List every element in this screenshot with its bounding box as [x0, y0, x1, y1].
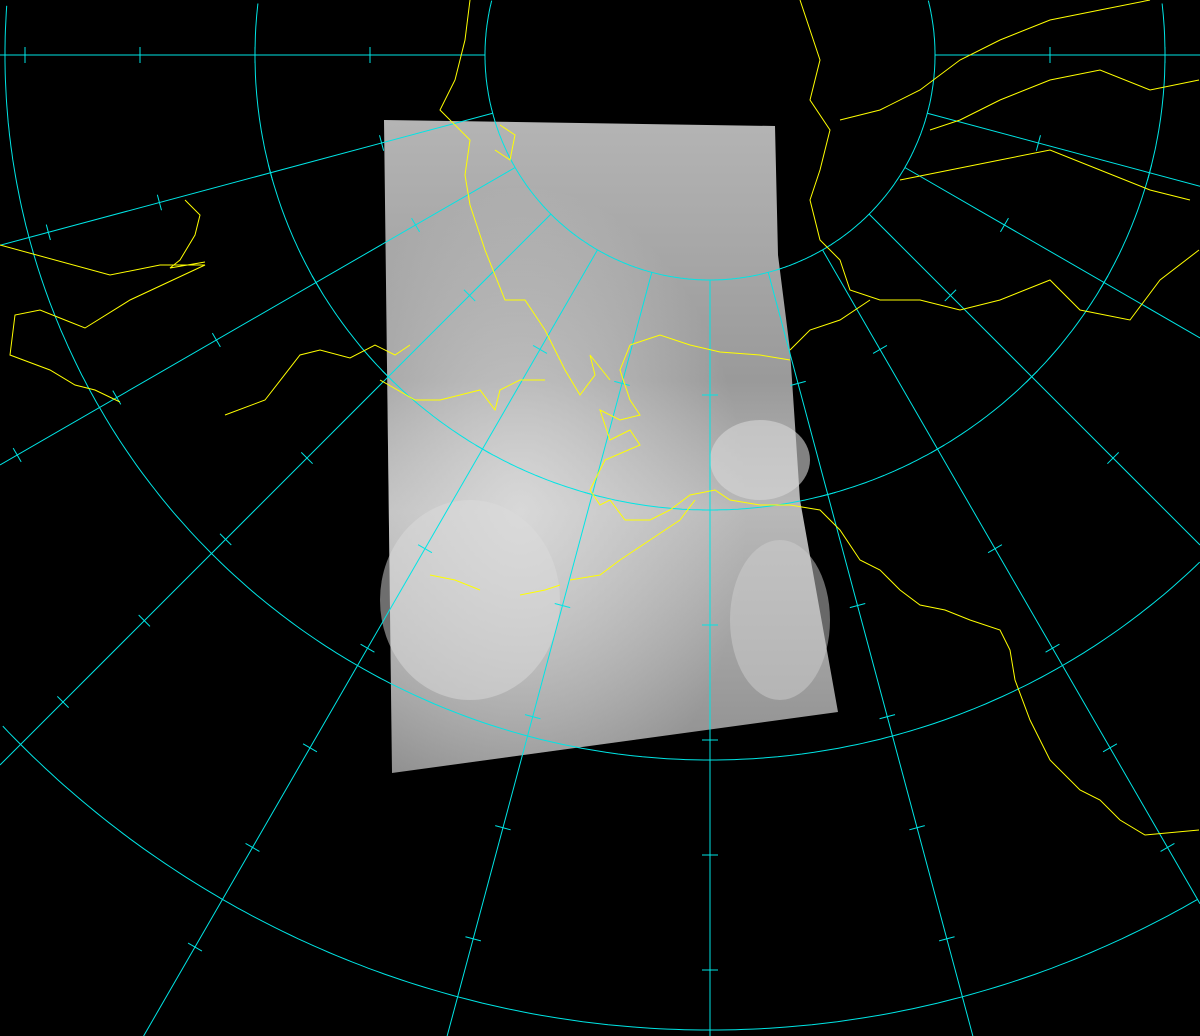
graticule-tick: [138, 614, 151, 627]
graticule-tick: [524, 714, 541, 720]
graticule-tick: [1035, 135, 1041, 151]
graticule-tick: [872, 345, 888, 354]
graticule-tick: [311, 275, 321, 290]
graticule-tick: [475, 444, 490, 454]
meridian-line: [868, 213, 1200, 546]
meridian-line: [0, 167, 516, 466]
graticule-tick: [45, 224, 51, 241]
graticule-tick: [614, 380, 630, 386]
meridian-line: [446, 272, 653, 1036]
meridian-line: [767, 272, 974, 1036]
graticule-tick: [156, 194, 162, 211]
meridian-line: [0, 213, 552, 766]
graticule-tick: [463, 289, 476, 302]
parallel-line: [254, 3, 1166, 511]
graticule-tick: [12, 447, 22, 463]
graticule-tick: [465, 936, 482, 942]
meridian-line: [822, 249, 1200, 904]
graticule-tick: [187, 942, 203, 952]
graticule-tick: [584, 491, 601, 498]
meridian-line: [143, 249, 598, 1036]
graticule-tick: [1102, 743, 1118, 753]
graticule-tick: [554, 603, 571, 609]
graticule-tick: [245, 842, 260, 852]
parallel-line: [2, 725, 1198, 1031]
graticule-tick: [790, 380, 806, 386]
graticule-tick: [379, 135, 385, 151]
graticule-tick: [944, 289, 957, 302]
graticule-tick: [849, 603, 866, 609]
graticule-tick: [532, 345, 548, 354]
parallel-line: [484, 0, 936, 281]
parallel-line: [4, 5, 1200, 761]
graticule-tick: [1146, 164, 1153, 181]
graticule-tick: [819, 491, 836, 498]
graticule-tick: [56, 695, 70, 709]
satellite-imagery-swath: [380, 120, 838, 773]
graticule-tick: [112, 390, 122, 405]
graticule-tick: [1045, 643, 1060, 653]
parallel-line: [927, 0, 936, 55]
graticule-tick: [411, 217, 420, 233]
graticule-tick: [495, 825, 511, 831]
graticule-tick: [267, 164, 274, 181]
parallel-line: [1161, 3, 1166, 55]
graticule-tick: [1025, 370, 1038, 383]
graticule-tick: [302, 743, 318, 753]
meridian-line: [0, 112, 493, 246]
graticule-tick: [987, 544, 1003, 554]
graticule-tick: [938, 936, 955, 942]
meridian-line: [904, 167, 1200, 339]
graticule-tick: [1107, 452, 1120, 465]
graticule-tick: [219, 533, 232, 546]
graticule-tick: [300, 452, 313, 465]
meridian-line: [927, 112, 1200, 187]
graticule-tick: [879, 714, 896, 720]
graticule-tick: [1000, 217, 1009, 233]
graticule-tick: [909, 825, 925, 831]
graticule-tick: [417, 544, 433, 554]
graticule-tick: [1099, 275, 1109, 290]
graticule-tick: [360, 643, 375, 653]
coastlines: [0, 0, 1200, 836]
graticule-tick: [930, 444, 945, 454]
graticule-tick: [1160, 842, 1175, 852]
graticule-tick: [211, 332, 221, 348]
graticule-tick: [382, 370, 395, 383]
